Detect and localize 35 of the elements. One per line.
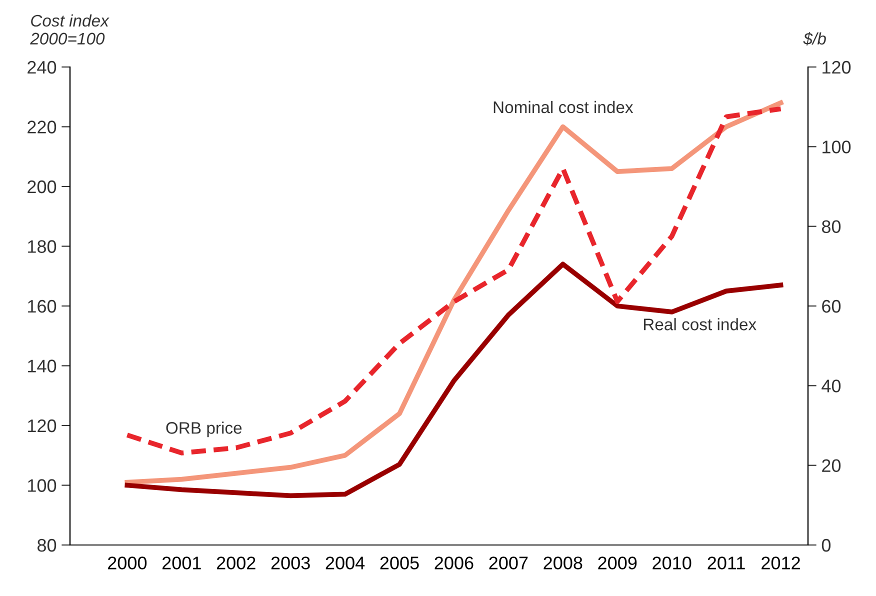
series-label: ORB price xyxy=(166,422,242,438)
y-tick-label: 120 xyxy=(28,419,56,432)
y2-tick-label: 80 xyxy=(822,220,841,234)
x-tick-label: 2002 xyxy=(216,556,256,570)
x-tick-label: 2003 xyxy=(271,556,310,570)
x-tick-label: 2009 xyxy=(598,556,637,570)
line-series xyxy=(124,262,784,498)
y-tick-label: 200 xyxy=(28,180,56,194)
y2-axis-title: $/b xyxy=(803,32,826,46)
series-label: Nominal cost index xyxy=(494,100,634,114)
y-tick-label: 140 xyxy=(28,360,56,372)
y-tick-label: 80 xyxy=(38,538,56,552)
x-tick-label: 2001 xyxy=(162,556,201,570)
x-tick-label: 2010 xyxy=(652,556,692,570)
y-axis-title: Cost index 2000=100 xyxy=(30,14,110,45)
x-tick-label: 2008 xyxy=(544,556,582,570)
x-tick-label: 2000 xyxy=(108,556,147,570)
y-tick-label: 160 xyxy=(28,300,56,313)
x-tick-label: 2006 xyxy=(434,556,474,570)
y2-tick-label: 60 xyxy=(822,300,841,313)
series-label: Real cost index xyxy=(644,318,756,330)
y2-tick-label: 0 xyxy=(822,538,831,552)
y2-tick-label: 20 xyxy=(822,459,841,472)
y2-tick-label: 40 xyxy=(822,380,841,392)
x-tick-label: 2011 xyxy=(708,556,745,570)
y-tick-label: 100 xyxy=(28,479,56,492)
y2-tick-label: 120 xyxy=(822,60,851,74)
x-tick-label: 2004 xyxy=(326,556,365,570)
y-tick-label: 180 xyxy=(28,240,56,253)
x-tick-label: 2007 xyxy=(489,556,528,570)
x-tick-label: 2012 xyxy=(762,556,800,570)
y-tick-label: 220 xyxy=(28,120,56,134)
y2-tick-label: 100 xyxy=(822,140,851,154)
y-tick-label: 240 xyxy=(28,60,56,74)
x-tick-label: 2005 xyxy=(380,556,419,570)
